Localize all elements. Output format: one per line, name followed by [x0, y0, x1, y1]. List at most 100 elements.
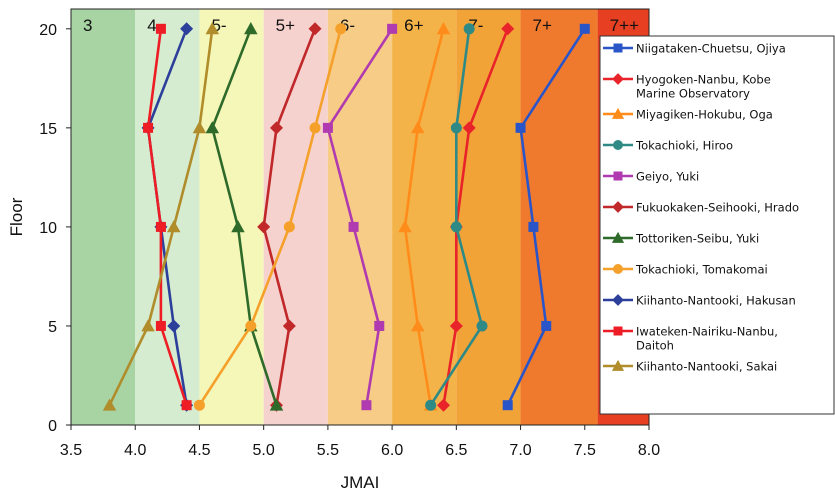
band-2 — [199, 9, 264, 425]
series-0-point-3 — [515, 122, 526, 133]
series-10-point-4 — [205, 22, 220, 35]
series-5-point-2 — [257, 220, 271, 234]
band-label-5: 6+ — [404, 16, 423, 35]
legend-swatch-marker-6 — [611, 231, 625, 243]
x-tick-label-9: 8.0 — [638, 442, 660, 459]
band-5 — [392, 9, 457, 425]
series-1-point-3 — [462, 121, 476, 135]
series-7 — [193, 23, 347, 411]
series-2-point-1 — [411, 319, 425, 332]
band-label-1: 4 — [147, 16, 156, 35]
legend-swatch-marker-7 — [613, 264, 623, 274]
y-tick-label-0: 0 — [48, 418, 57, 435]
band-3 — [263, 9, 328, 425]
series-10-point-2 — [167, 220, 181, 233]
band-0 — [71, 9, 136, 425]
series-10 — [102, 22, 220, 411]
legend-swatch-marker-8 — [612, 294, 624, 306]
legend-label-4: Geiyo, Yuki — [636, 170, 699, 184]
series-5-point-4 — [308, 22, 322, 36]
band-label-3: 5+ — [276, 16, 295, 35]
series-0 — [502, 23, 590, 411]
series-0-point-0 — [502, 400, 513, 411]
series-8-point-1 — [167, 319, 181, 333]
series-9-point-4 — [155, 23, 166, 34]
series-3-point-4 — [463, 23, 475, 35]
legend-label-7: Tokachioki, Tomakomai — [635, 263, 768, 277]
series-1-point-1 — [449, 319, 463, 333]
x-tick-label-2: 4.5 — [188, 442, 210, 459]
x-tick-label-6: 6.5 — [445, 442, 467, 459]
series-5-point-1 — [282, 319, 296, 333]
series-8-point-4 — [180, 22, 194, 36]
series-5 — [257, 22, 322, 412]
band-6 — [456, 9, 521, 425]
series-10-point-1 — [141, 319, 155, 332]
series-3-point-1 — [476, 320, 488, 332]
series-4-point-2 — [348, 221, 359, 232]
series-1-point-4 — [501, 22, 515, 36]
series-6 — [205, 22, 284, 411]
series-7-point-3 — [309, 122, 321, 134]
x-tick-label-4: 5.5 — [317, 442, 339, 459]
y-axis-title: Floor — [7, 197, 26, 236]
legend-swatch-marker-10 — [611, 359, 625, 371]
legend-swatch-marker-9 — [613, 326, 623, 336]
y-tick-label-4: 20 — [39, 22, 57, 39]
legend-label-6: Tottoriken-Seibu, Yuki — [635, 232, 759, 246]
series-7-point-0 — [193, 399, 205, 411]
y-axis-ticks: 0 5 10 15 20 — [39, 22, 71, 435]
series-4-point-4 — [387, 23, 398, 34]
series-4-point-0 — [361, 400, 372, 411]
series-6-point-3 — [205, 121, 220, 134]
series-2-point-3 — [411, 121, 425, 134]
legend-swatch-marker-2 — [611, 107, 625, 119]
y-tick-label-3: 15 — [39, 121, 57, 138]
legend-label-1: Hyogoken-Nanbu, Kobe Marine Observatory — [636, 73, 771, 101]
x-axis-ticks: 3.5 4.0 4.5 5.0 5.5 6.0 6.5 7.0 7.5 8.0 — [60, 425, 660, 459]
legend-label-9: Iwateken-Nairiku-Nanbu, Daitoh — [636, 325, 778, 353]
legend-label-8: Kiihanto-Nantooki, Hakusan — [636, 294, 796, 308]
series-6-point-4 — [244, 22, 258, 35]
series-2-point-4 — [436, 22, 451, 35]
series-0-point-4 — [579, 23, 590, 34]
series-3 — [425, 23, 488, 411]
series-2-point-2 — [398, 220, 412, 233]
legend: Niigataken-Chuetsu, Ojiya Hyogoken-Nanbu,… — [599, 35, 835, 415]
band-label-0: 3 — [83, 16, 92, 35]
series-7-point-1 — [245, 320, 257, 332]
series-10-point-0 — [102, 398, 117, 411]
band-1 — [135, 9, 200, 425]
series-6-point-2 — [231, 220, 245, 233]
x-tick-label-3: 5.0 — [253, 442, 275, 459]
x-tick-label-7: 7.0 — [509, 442, 531, 459]
data-series — [102, 22, 590, 412]
legend-label-5: Fukuokaken-Seihooki, Hrado — [636, 201, 799, 215]
series-10-point-3 — [192, 121, 207, 134]
y-tick-label-1: 5 — [48, 319, 57, 336]
band-label-8: 7++ — [610, 16, 639, 35]
legend-label-0: Niigataken-Chuetsu, Ojiya — [636, 42, 786, 56]
legend-swatch-marker-1 — [612, 73, 624, 85]
series-0-point-1 — [541, 320, 552, 331]
legend-label-3: Tokachioki, Hiroo — [635, 139, 733, 153]
legend-box — [599, 35, 835, 415]
series-5-point-3 — [270, 121, 284, 135]
series-9-point-3 — [143, 122, 154, 133]
x-tick-label-1: 4.0 — [124, 442, 146, 459]
x-axis-title: JMAI — [341, 473, 380, 492]
legend-swatch-marker-4 — [613, 171, 623, 181]
band-4 — [327, 9, 393, 425]
series-9-point-2 — [155, 221, 166, 232]
intensity-bands — [71, 9, 649, 425]
y-tick-label-2: 10 — [39, 220, 57, 237]
legend-swatch-marker-0 — [613, 43, 623, 53]
series-3-point-3 — [450, 122, 462, 134]
series-6-point-0 — [269, 398, 284, 411]
x-tick-label-5: 6.0 — [381, 442, 403, 459]
series-0-point-2 — [528, 221, 539, 232]
series-1-point-0 — [436, 398, 450, 412]
band-label-7: 7+ — [533, 16, 552, 35]
legend-label-2: Miyagiken-Hokubu, Oga — [636, 108, 773, 122]
series-3-point-2 — [450, 221, 462, 233]
